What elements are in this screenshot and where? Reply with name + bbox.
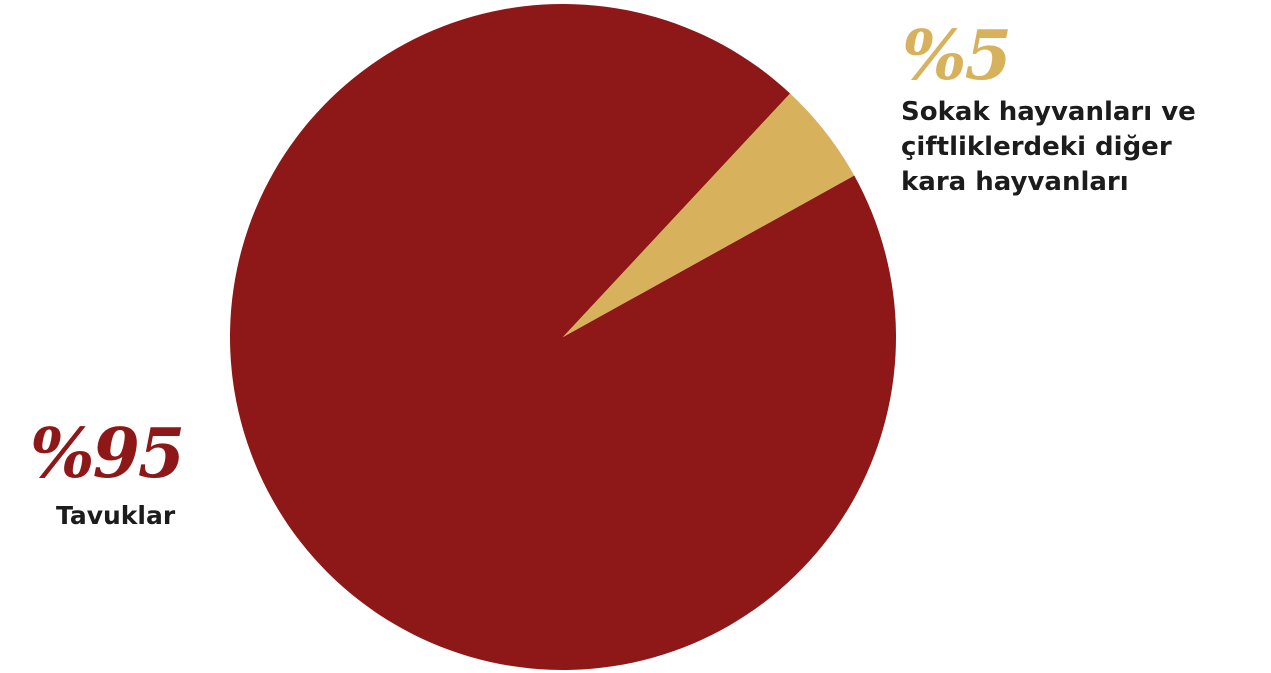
pie-slice-other-animals	[563, 93, 855, 337]
pie-slice-chickens	[229, 3, 896, 670]
slice-category-label-line: Sokak hayvanları ve	[901, 97, 1196, 127]
slice-category-label-chickens: Tavuklar	[56, 500, 175, 532]
slice-category-label-line: Tavuklar	[56, 501, 176, 530]
slice-value-label-other-animals: %5	[902, 16, 1012, 96]
slice-category-label-other-animals: Sokak hayvanları ve çiftliklerdeki diğer…	[901, 95, 1196, 200]
slice-category-label-line: çiftliklerdeki diğer	[901, 132, 1172, 162]
slice-category-label-line: kara hayvanları	[901, 167, 1129, 197]
slice-value-label-chickens: %95	[30, 414, 185, 494]
